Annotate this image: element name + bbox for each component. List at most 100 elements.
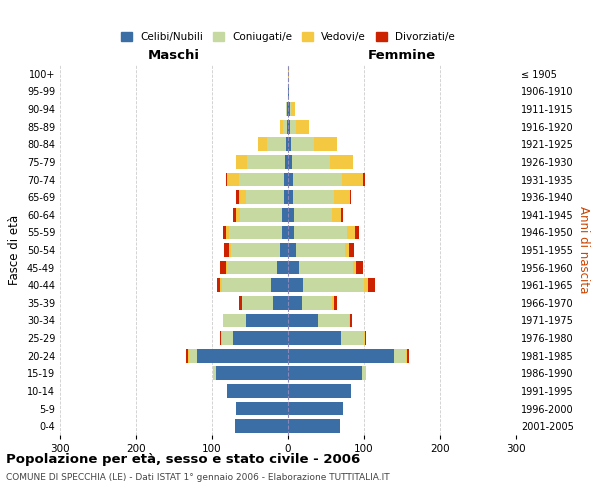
Bar xyxy=(332,208,341,222)
Bar xyxy=(407,349,409,362)
Bar xyxy=(247,155,285,169)
Bar xyxy=(287,120,288,134)
Bar xyxy=(349,314,350,328)
Bar xyxy=(291,102,295,116)
Bar xyxy=(355,226,359,239)
Bar xyxy=(288,243,296,257)
Bar xyxy=(280,120,283,134)
Bar xyxy=(303,278,364,292)
Bar xyxy=(288,296,302,310)
Text: Femmine: Femmine xyxy=(368,50,436,62)
Bar xyxy=(227,172,239,186)
Bar xyxy=(284,190,288,204)
Bar xyxy=(197,349,288,362)
Bar xyxy=(284,172,288,186)
Bar xyxy=(189,349,197,362)
Bar xyxy=(236,190,239,204)
Bar xyxy=(362,366,365,380)
Bar xyxy=(280,243,288,257)
Bar xyxy=(220,331,221,345)
Bar xyxy=(290,120,296,134)
Bar xyxy=(332,296,334,310)
Bar xyxy=(226,260,227,274)
Bar xyxy=(288,278,303,292)
Legend: Celibi/Nubili, Coniugati/e, Vedovi/e, Divorziati/e: Celibi/Nubili, Coniugati/e, Vedovi/e, Di… xyxy=(117,28,459,46)
Bar xyxy=(296,120,309,134)
Bar xyxy=(394,349,406,362)
Bar xyxy=(223,226,226,239)
Bar xyxy=(240,208,282,222)
Y-axis label: Anni di nascita: Anni di nascita xyxy=(577,206,590,294)
Bar xyxy=(267,138,286,151)
Bar xyxy=(186,349,188,362)
Bar xyxy=(229,243,231,257)
Bar xyxy=(271,278,288,292)
Bar xyxy=(296,243,345,257)
Bar xyxy=(288,384,351,398)
Bar xyxy=(221,331,222,345)
Bar xyxy=(288,138,291,151)
Bar xyxy=(220,278,222,292)
Bar xyxy=(406,349,407,362)
Bar xyxy=(222,331,233,345)
Y-axis label: Fasce di età: Fasce di età xyxy=(8,215,21,285)
Bar xyxy=(353,260,356,274)
Bar xyxy=(288,331,341,345)
Bar xyxy=(288,102,290,116)
Bar xyxy=(286,102,287,116)
Bar xyxy=(229,226,282,239)
Bar xyxy=(364,278,368,292)
Bar xyxy=(294,226,347,239)
Bar xyxy=(288,84,289,98)
Bar xyxy=(233,331,288,345)
Bar xyxy=(288,349,394,362)
Bar xyxy=(288,172,293,186)
Bar xyxy=(273,296,288,310)
Bar xyxy=(345,243,349,257)
Bar xyxy=(226,226,229,239)
Bar xyxy=(287,102,288,116)
Bar xyxy=(282,226,288,239)
Bar xyxy=(236,402,288,415)
Bar xyxy=(368,278,376,292)
Bar xyxy=(239,172,284,186)
Bar xyxy=(236,155,247,169)
Bar xyxy=(227,384,288,398)
Bar xyxy=(222,278,271,292)
Bar xyxy=(350,190,351,204)
Bar xyxy=(246,190,284,204)
Bar xyxy=(292,155,330,169)
Bar xyxy=(217,278,220,292)
Bar xyxy=(341,208,343,222)
Bar xyxy=(342,172,363,186)
Bar xyxy=(239,190,246,204)
Bar xyxy=(288,120,290,134)
Bar xyxy=(319,314,349,328)
Bar xyxy=(334,296,337,310)
Bar xyxy=(277,260,288,274)
Bar xyxy=(235,420,288,433)
Bar xyxy=(349,243,354,257)
Bar xyxy=(224,243,229,257)
Bar xyxy=(288,67,289,80)
Text: COMUNE DI SPECCHIA (LE) - Dati ISTAT 1° gennaio 2006 - Elaborazione TUTTITALIA.I: COMUNE DI SPECCHIA (LE) - Dati ISTAT 1° … xyxy=(6,472,389,482)
Bar xyxy=(363,172,365,186)
Bar xyxy=(356,260,363,274)
Text: Popolazione per età, sesso e stato civile - 2006: Popolazione per età, sesso e stato civil… xyxy=(6,452,360,466)
Bar xyxy=(285,155,288,169)
Bar xyxy=(290,102,291,116)
Bar xyxy=(350,314,352,328)
Bar xyxy=(231,243,280,257)
Bar xyxy=(286,138,288,151)
Bar xyxy=(293,172,342,186)
Bar xyxy=(288,420,340,433)
Bar xyxy=(226,172,227,186)
Bar xyxy=(314,138,337,151)
Bar xyxy=(246,314,288,328)
Bar xyxy=(233,208,236,222)
Bar xyxy=(227,260,277,274)
Bar xyxy=(213,366,216,380)
Bar xyxy=(220,260,226,274)
Bar xyxy=(288,226,294,239)
Bar xyxy=(294,208,332,222)
